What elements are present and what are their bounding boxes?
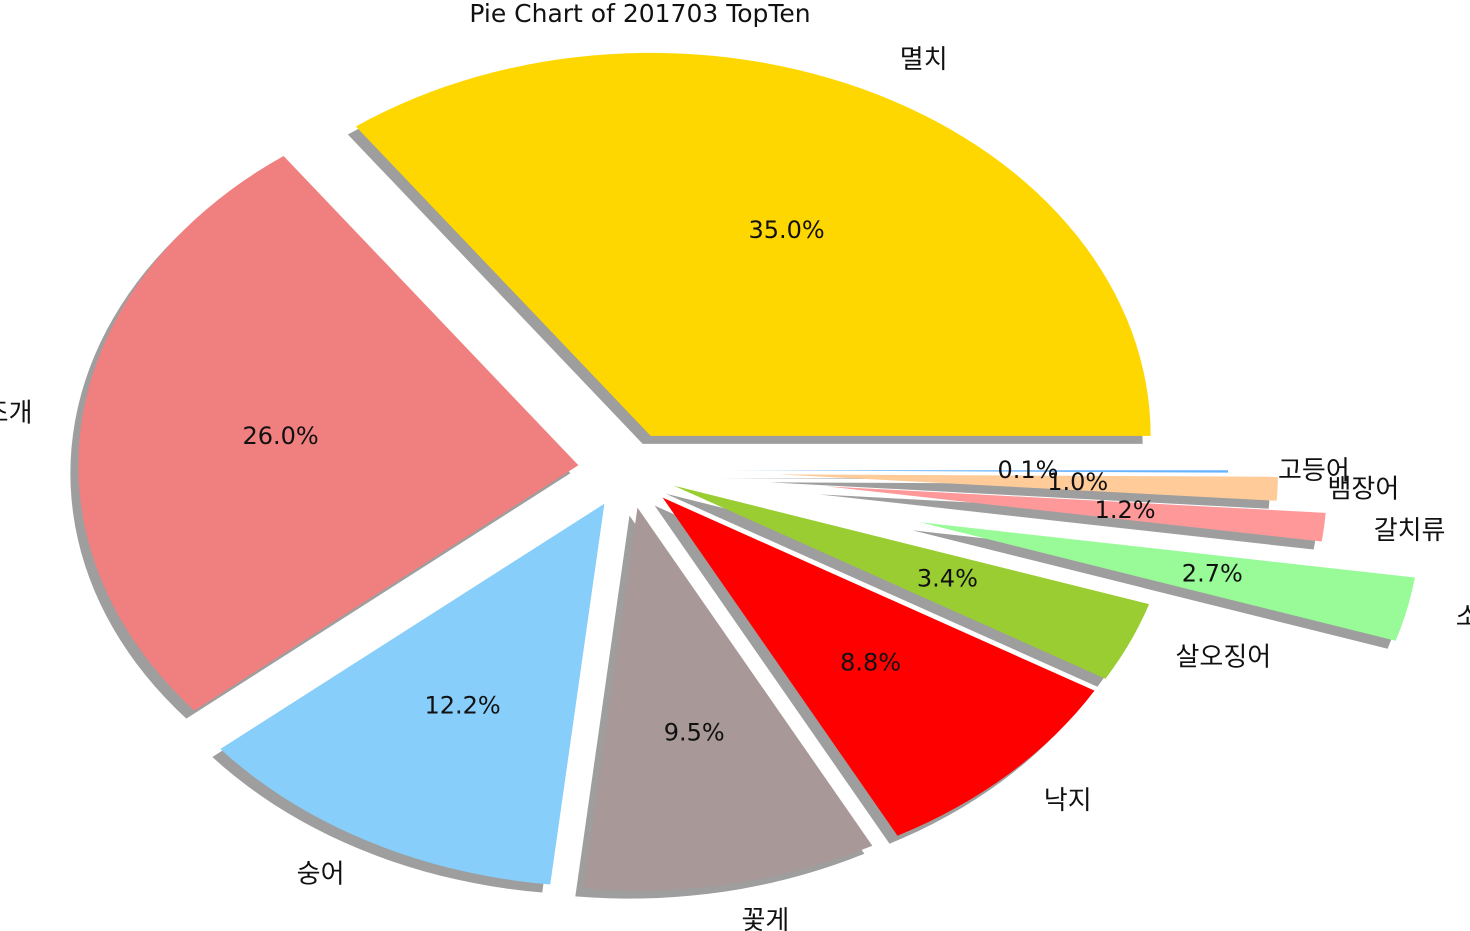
slice-1-wedge (355, 52, 1151, 436)
slice-6-percent: 3.4% (917, 565, 978, 593)
slice-8-percent: 1.2% (1095, 496, 1156, 524)
slice-10-label: 고등어 (1278, 456, 1350, 486)
slice-4-percent: 9.5% (664, 718, 725, 746)
slice-labels: 멸치 35.0% 키조개 26.0% 숭어 12.2% 꽃게 9.5% 낙지 8.8% 살오징어 3.… (0, 45, 1470, 931)
slice-7-shadow (912, 530, 1407, 649)
slice-9-label: 뱀장어 (1328, 475, 1400, 505)
chart-title: Pie Chart of 201703 TopTen (469, 0, 810, 28)
slice-5-wedge (662, 497, 1095, 836)
slice-3-wedge (220, 503, 605, 885)
slice-3-label: 숭어 (297, 860, 345, 890)
slice-10-wedge (728, 470, 1228, 473)
slice-9-wedge (777, 474, 1278, 501)
slice-4-wedge (583, 507, 873, 891)
slice-8-label: 갈치류 (1374, 516, 1446, 546)
slice-7-percent: 2.7% (1182, 560, 1243, 588)
slice-8-shadow (818, 494, 1318, 550)
slice-2-percent: 26.0% (242, 422, 318, 450)
slice-6-wedge (673, 485, 1150, 679)
slice-3-percent: 12.2% (424, 691, 500, 719)
slice-wedges (78, 52, 1415, 891)
slice-1-label: 멸치 (900, 45, 948, 75)
slice-10-percent: 0.1% (998, 456, 1059, 484)
slice-2-wedge (78, 155, 579, 711)
slice-8-wedge (826, 486, 1326, 542)
slice-2-label: 키조개 (0, 398, 33, 428)
slice-7-wedge (920, 522, 1415, 641)
slice-4-label: 꽃게 (742, 906, 790, 931)
slice-9-percent: 1.0% (1047, 468, 1108, 496)
slice-6-label: 살오징어 (1176, 643, 1272, 673)
slice-5-label: 낙지 (1044, 786, 1092, 816)
slice-1-percent: 35.0% (748, 216, 824, 244)
slice-5-percent: 8.8% (840, 648, 901, 676)
slice-7-label: 소라 (1456, 603, 1470, 633)
